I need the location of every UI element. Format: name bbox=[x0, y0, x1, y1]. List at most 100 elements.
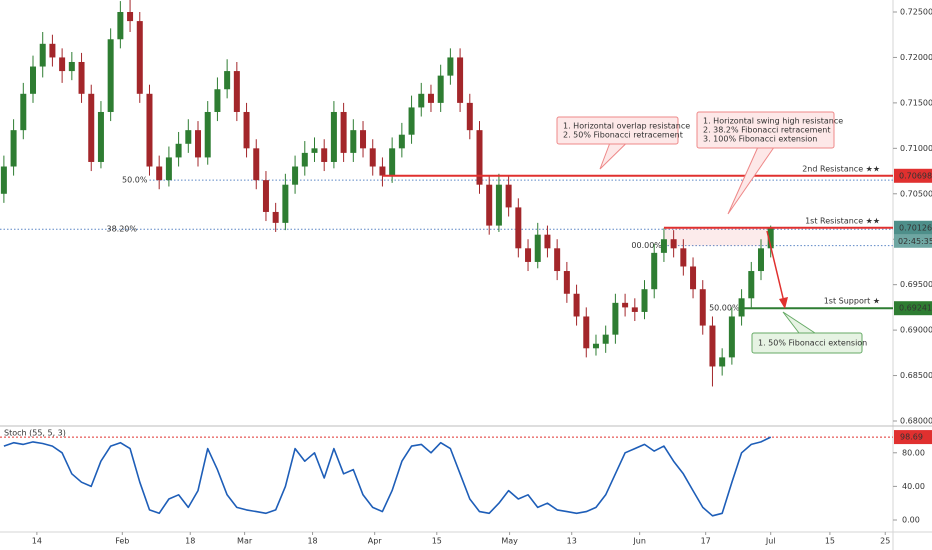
candle-body bbox=[127, 11, 134, 22]
candle-body bbox=[214, 89, 221, 112]
callout-text: 2. 50% Fibonacci retracement bbox=[563, 131, 683, 140]
price-tag bbox=[894, 301, 932, 316]
x-tick-label: 17 bbox=[701, 537, 711, 546]
candle-body bbox=[350, 130, 357, 153]
arrow-head bbox=[779, 297, 788, 309]
candle-body bbox=[233, 71, 240, 112]
candle-body bbox=[311, 148, 318, 153]
x-tick-label: Feb bbox=[115, 537, 129, 546]
candle-body bbox=[515, 207, 522, 249]
callout-text: 1. 50% Fibonacci extension bbox=[758, 339, 867, 348]
price-tag-label: 0.70126 bbox=[899, 223, 932, 232]
x-tick-label: 18 bbox=[185, 537, 195, 546]
candle-body bbox=[476, 130, 483, 185]
stoch-tick-label: 0.00 bbox=[902, 515, 920, 524]
candle-body bbox=[709, 325, 716, 367]
candle-body bbox=[418, 93, 425, 108]
candle-body bbox=[78, 61, 85, 94]
candle-body bbox=[389, 148, 396, 176]
price-tag bbox=[894, 220, 932, 235]
fib-zone bbox=[663, 227, 771, 246]
candle-body bbox=[369, 148, 376, 167]
y-tick-label: 0.70500 bbox=[900, 189, 932, 198]
stoch-tick-label: 80.00 bbox=[902, 448, 925, 457]
candle-body bbox=[699, 289, 706, 326]
candle-body bbox=[767, 228, 774, 249]
candle-body bbox=[427, 93, 434, 103]
x-tick-label: 15 bbox=[825, 537, 835, 546]
callout-box bbox=[556, 116, 679, 145]
x-tick-label: Apr bbox=[368, 537, 383, 546]
candle-body bbox=[486, 184, 493, 226]
candle-body bbox=[544, 234, 551, 249]
x-tick-label: 25 bbox=[880, 537, 890, 546]
countdown: 02:45:35 bbox=[898, 237, 932, 246]
candle-body bbox=[592, 343, 599, 349]
candle-body bbox=[612, 302, 619, 335]
candle-body bbox=[748, 271, 755, 299]
callout-pointer bbox=[599, 143, 626, 170]
countdown-tag bbox=[894, 234, 932, 248]
candle-body bbox=[330, 111, 337, 162]
y-tick-label: 0.72500 bbox=[900, 7, 932, 16]
candle-body bbox=[68, 61, 75, 72]
callout-box bbox=[696, 111, 835, 149]
candle-body bbox=[321, 148, 328, 162]
candle-body bbox=[660, 239, 667, 253]
candle-body bbox=[719, 357, 726, 367]
callout-text: 1. Horizontal swing high resistance bbox=[703, 117, 843, 126]
candle-body bbox=[398, 134, 405, 149]
y-tick-label: 0.69500 bbox=[900, 280, 932, 289]
fib-label: 38.20% bbox=[106, 225, 137, 234]
candle-body bbox=[457, 57, 464, 103]
candle-body bbox=[272, 211, 279, 223]
level-name: 1st Support ★ bbox=[824, 297, 880, 306]
x-tick-label: 15 bbox=[432, 537, 442, 546]
candle-body bbox=[641, 289, 648, 312]
candle-body bbox=[301, 152, 308, 167]
callout-text: 3. 100% Fibonacci extension bbox=[703, 135, 817, 144]
candle-body bbox=[728, 316, 735, 358]
y-tick-label: 0.68000 bbox=[900, 417, 932, 426]
candle-body bbox=[379, 166, 386, 176]
candle-body bbox=[253, 148, 260, 181]
fib-label: 00.00% bbox=[631, 241, 662, 250]
candle-body bbox=[583, 316, 590, 349]
candle-body bbox=[360, 130, 367, 149]
candle-body bbox=[175, 143, 182, 158]
candle-body bbox=[670, 239, 677, 249]
candle-body bbox=[117, 11, 124, 40]
y-tick-label: 0.71500 bbox=[900, 98, 932, 107]
candle-body bbox=[447, 57, 454, 76]
fib-label: 50.0% bbox=[122, 176, 148, 185]
candle-body bbox=[49, 43, 56, 58]
fib-label: 50.00% bbox=[709, 304, 740, 313]
callout-box bbox=[751, 332, 863, 354]
callout-pointer bbox=[782, 311, 816, 334]
y-tick-label: 0.68500 bbox=[900, 371, 932, 380]
callout-pointer bbox=[727, 147, 774, 215]
stoch-title: Stoch (55, 5, 3) bbox=[4, 429, 66, 438]
candle-body bbox=[408, 107, 415, 135]
y-tick-label: 0.69000 bbox=[900, 326, 932, 335]
y-tick-label: 0.71000 bbox=[900, 144, 932, 153]
candle-body bbox=[651, 252, 658, 290]
candle-body bbox=[107, 39, 114, 112]
stoch-tag bbox=[894, 430, 932, 445]
candle-body bbox=[340, 111, 347, 153]
candle-body bbox=[243, 111, 250, 149]
candle-body bbox=[20, 93, 27, 131]
candle-body bbox=[680, 248, 687, 267]
callout-text: 2. 38.2% Fibonacci retracement bbox=[703, 126, 831, 135]
candle-body bbox=[39, 43, 46, 67]
level-name: 1st Resistance ★★ bbox=[805, 216, 880, 225]
level-name: 2nd Resistance ★★ bbox=[802, 164, 880, 173]
stoch-tag-label: 98.69 bbox=[900, 433, 923, 442]
candle-body bbox=[262, 180, 269, 212]
candle-body bbox=[690, 266, 697, 290]
candle-body bbox=[563, 271, 570, 294]
candle-body bbox=[495, 184, 502, 226]
candle-body bbox=[757, 248, 764, 272]
